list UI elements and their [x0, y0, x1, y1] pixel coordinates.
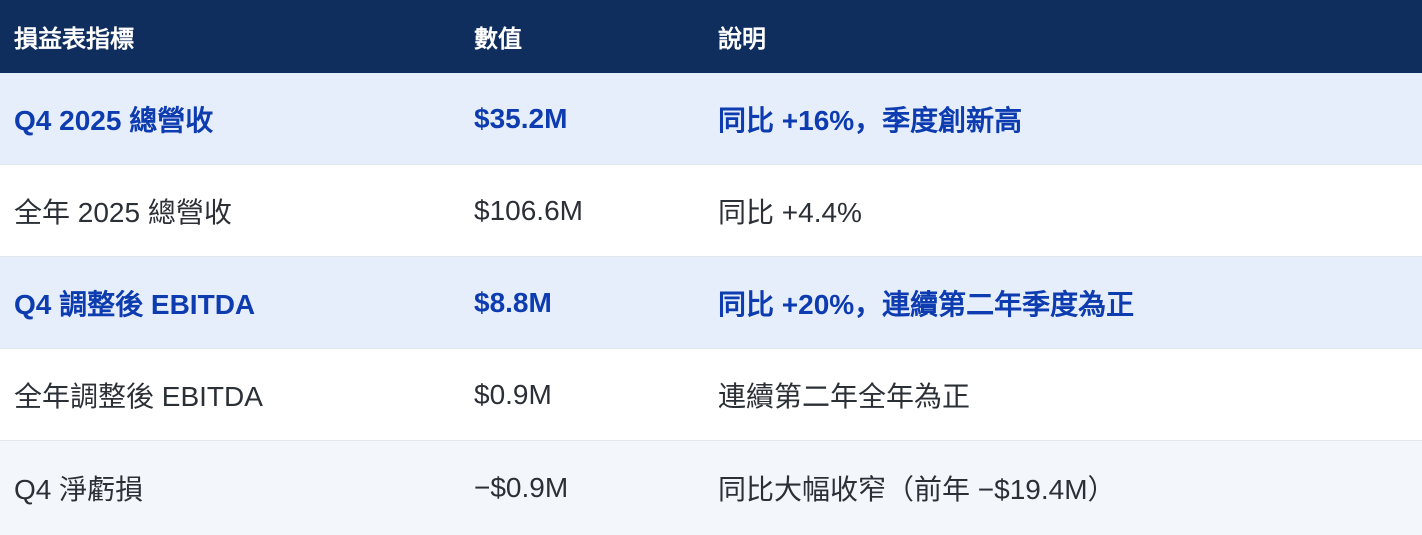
value-cell: $0.9M: [474, 378, 552, 410]
value-cell: $106.6M: [474, 194, 583, 226]
header-metric: 損益表指標: [14, 26, 134, 53]
metric-cell: 全年 2025 總營收: [14, 196, 232, 228]
metric-cell: 全年調整後 EBITDA: [14, 380, 263, 412]
value-cell: −$0.9M: [474, 472, 569, 503]
note-cell: 同比 +16%，季度創新高: [718, 104, 1023, 136]
value-cell: $8.8M: [474, 286, 552, 318]
table-header: 損益表指標 數值 說明: [0, 0, 1422, 73]
note-cell: 同比 +4.4%: [718, 196, 862, 228]
metric-cell: Q4 調整後 EBITDA: [14, 288, 256, 320]
table-row: 全年 2025 總營收 $106.6M 同比 +4.4%: [0, 165, 1422, 257]
metric-cell: Q4 淨虧損: [14, 474, 144, 505]
note-cell: 連續第二年全年為正: [718, 380, 971, 412]
table-row: Q4 2025 總營收 $35.2M 同比 +16%，季度創新高: [0, 73, 1422, 165]
header-value: 數值: [474, 26, 522, 53]
value-cell: $35.2M: [474, 102, 568, 134]
table-row: Q4 淨虧損 −$0.9M 同比大幅收窄（前年 −$19.4M）: [0, 441, 1422, 535]
table-row: Q4 調整後 EBITDA $8.8M 同比 +20%，連續第二年季度為正: [0, 257, 1422, 349]
metric-cell: Q4 2025 總營收: [14, 104, 214, 136]
note-cell: 同比大幅收窄（前年 −$19.4M）: [718, 474, 1116, 505]
note-cell: 同比 +20%，連續第二年季度為正: [718, 288, 1135, 320]
table-row: 全年調整後 EBITDA $0.9M 連續第二年全年為正: [0, 349, 1422, 441]
header-note: 說明: [718, 26, 766, 53]
